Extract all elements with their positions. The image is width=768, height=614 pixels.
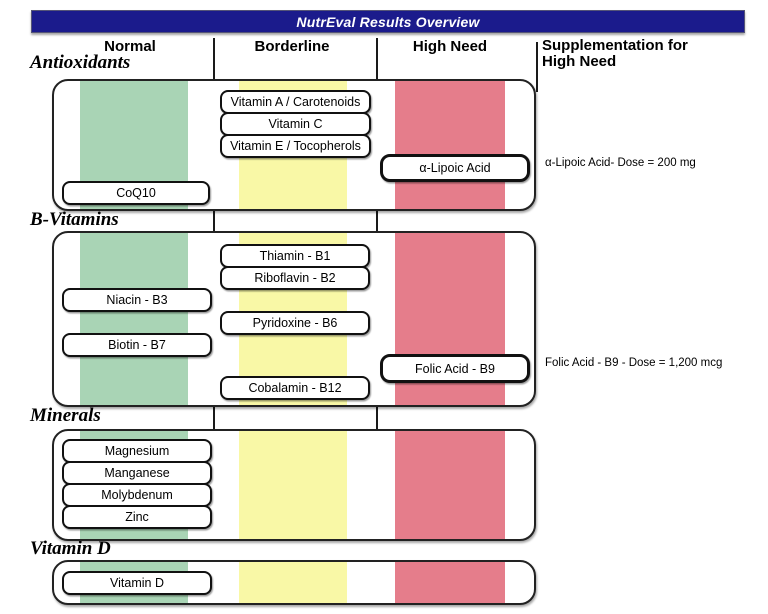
column-header-supplementation: Supplementation for High Need: [542, 37, 688, 70]
pill-magnesium: Magnesium: [62, 439, 212, 463]
supplementation-note-folic-acid: Folic Acid - B9 - Dose = 1,200 mcg: [545, 357, 723, 369]
column-divider: [376, 402, 378, 430]
column-header-high-need: High Need: [412, 38, 488, 55]
pill-riboflavin-b2: Riboflavin - B2: [220, 266, 370, 290]
borderline-band: [239, 562, 347, 603]
pill-thiamin-b1: Thiamin - B1: [220, 244, 370, 268]
pill-vitamin-e-tocopherols: Vitamin E / Tocopherols: [220, 134, 371, 158]
pill-vitamin-c: Vitamin C: [220, 112, 371, 136]
pill-manganese: Manganese: [62, 461, 212, 485]
high-need-band: [395, 81, 505, 209]
borderline-band: [239, 431, 347, 539]
normal-band: [80, 233, 188, 405]
page-title: NutrEval Results Overview: [296, 13, 480, 30]
column-divider: [376, 38, 378, 79]
section-label-minerals: Minerals: [30, 405, 101, 426]
pill-zinc: Zinc: [62, 505, 212, 529]
pill-biotin-b7: Biotin - B7: [62, 333, 212, 357]
minerals-result-box: Magnesium Manganese Molybdenum Zinc: [52, 429, 536, 541]
section-label-vitamin-d: Vitamin D: [30, 538, 111, 559]
pill-molybdenum: Molybdenum: [62, 483, 212, 507]
column-divider: [376, 206, 378, 232]
pill-alpha-lipoic-acid: α-Lipoic Acid: [380, 154, 530, 182]
pill-vitamin-a-carotenoids: Vitamin A / Carotenoids: [220, 90, 371, 114]
section-label-antioxidants: Antioxidants: [30, 52, 131, 73]
column-divider: [213, 402, 215, 430]
vitamin-d-result-box: Vitamin D: [52, 560, 536, 605]
column-divider: [213, 38, 215, 79]
supplementation-divider: [536, 42, 538, 92]
pill-coq10: CoQ10: [62, 181, 210, 205]
column-header-borderline: Borderline: [254, 38, 330, 55]
high-need-band: [395, 431, 505, 539]
high-need-band: [395, 562, 505, 603]
column-header-normal: Normal: [104, 38, 156, 55]
pill-vitamin-d: Vitamin D: [62, 571, 212, 595]
pill-niacin-b3: Niacin - B3: [62, 288, 212, 312]
supplementation-note-alpha-lipoic: α-Lipoic Acid- Dose = 200 mg: [545, 157, 696, 169]
title-bar: NutrEval Results Overview: [31, 10, 745, 33]
column-divider: [213, 206, 215, 232]
pill-folic-acid-b9: Folic Acid - B9: [380, 354, 530, 383]
antioxidants-result-box: Vitamin A / Carotenoids Vitamin C Vitami…: [52, 79, 536, 211]
pill-pyridoxine-b6: Pyridoxine - B6: [220, 311, 370, 335]
section-label-b-vitamins: B-Vitamins: [30, 209, 119, 230]
pill-cobalamin-b12: Cobalamin - B12: [220, 376, 370, 400]
b-vitamins-result-box: Thiamin - B1 Riboflavin - B2 Niacin - B3…: [52, 231, 536, 407]
